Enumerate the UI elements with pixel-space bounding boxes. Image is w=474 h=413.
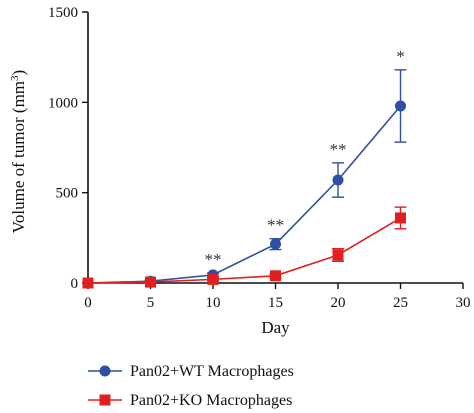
data-point: [395, 100, 406, 112]
significance-annotations: *******: [205, 47, 405, 269]
legend-item-wt: Pan02+WT Macrophages: [88, 363, 294, 380]
data-point: [270, 270, 281, 282]
y-ticks: 0 500 1000 1500: [48, 5, 88, 292]
x-axis-title: Day: [261, 318, 290, 337]
x-tick-label: 30: [456, 295, 471, 311]
significance-label: **: [205, 250, 222, 269]
legend-ko-label: Pan02+KO Macrophages: [130, 392, 292, 409]
x-tick-label: 0: [84, 295, 92, 311]
data-point: [270, 238, 281, 250]
x-tick-label: 15: [268, 295, 283, 311]
legend-ko-marker: [99, 394, 111, 406]
series-line: [87, 217, 401, 284]
x-tick-label: 25: [393, 295, 408, 311]
series-wt: [82, 69, 407, 289]
y-tick-label: 1500: [48, 5, 78, 21]
legend-wt-label: Pan02+WT Macrophages: [130, 363, 294, 380]
data-point: [207, 273, 219, 285]
data-point: [145, 276, 156, 288]
series-layer: [82, 69, 407, 289]
y-axis-title: Volume of tumor (mm3): [9, 70, 28, 233]
legend-item-ko: Pan02+KO Macrophages: [88, 392, 292, 409]
data-point: [82, 277, 94, 289]
series-ko: [82, 206, 407, 289]
legend: Pan02+WT Macrophages Pan02+KO Macrophage…: [88, 363, 294, 409]
data-point: [332, 249, 344, 261]
data-point: [332, 174, 344, 186]
y-axis-title-superscript: 3: [9, 75, 21, 81]
y-tick-label: 1000: [48, 95, 78, 111]
significance-label: **: [267, 216, 284, 235]
y-tick-label: 0: [71, 276, 79, 292]
x-tick-label: 5: [147, 295, 155, 311]
series-line: [87, 105, 402, 284]
significance-label: **: [330, 140, 347, 159]
y-tick-label: 500: [56, 186, 79, 202]
y-axis-title-close: ): [9, 70, 28, 76]
legend-wt-marker: [99, 365, 111, 377]
significance-label: *: [396, 47, 405, 66]
x-tick-label: 10: [206, 295, 221, 311]
x-ticks: 0 5 10 15 20 25 30: [84, 283, 471, 311]
y-axis-title-main: Volume of tumor (mm: [9, 81, 28, 233]
x-tick-label: 20: [331, 295, 346, 311]
data-point: [395, 212, 406, 224]
